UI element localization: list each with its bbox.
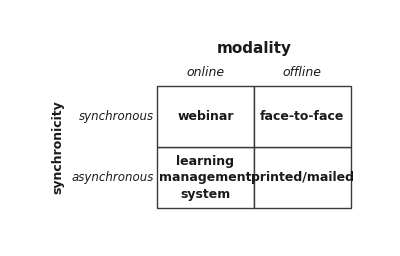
Bar (157, 147, 254, 208)
Text: synchronicity: synchronicity (51, 100, 64, 194)
Text: face-to-face: face-to-face (260, 110, 344, 123)
Bar (157, 86, 254, 147)
Text: printed/mailed: printed/mailed (251, 171, 354, 184)
Text: learning
management
system: learning management system (159, 155, 252, 200)
Text: modality: modality (217, 41, 292, 56)
Text: offline: offline (283, 66, 322, 79)
Text: asynchronous: asynchronous (72, 171, 154, 184)
Bar (254, 86, 351, 147)
Bar (254, 147, 351, 208)
Text: online: online (186, 66, 224, 79)
Text: synchronous: synchronous (79, 110, 154, 123)
Text: webinar: webinar (177, 110, 234, 123)
